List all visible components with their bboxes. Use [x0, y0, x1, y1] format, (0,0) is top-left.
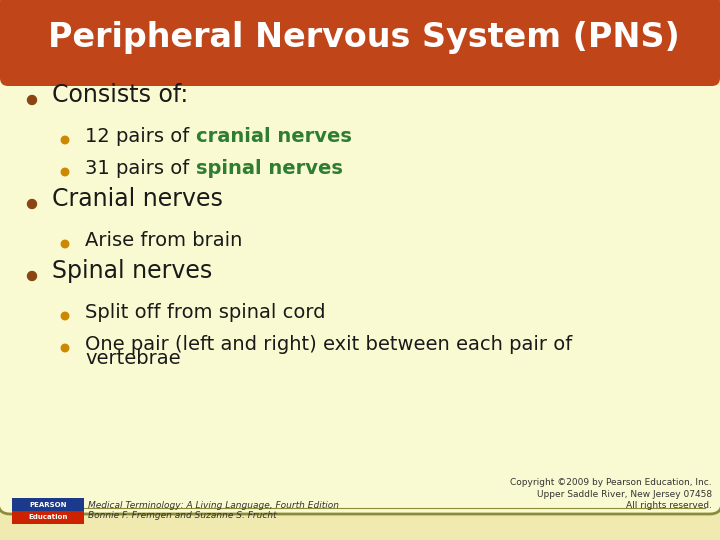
Circle shape	[61, 240, 68, 248]
Text: vertebrae: vertebrae	[85, 349, 181, 368]
Circle shape	[61, 136, 68, 144]
Text: One pair (left and right) exit between each pair of: One pair (left and right) exit between e…	[85, 335, 572, 354]
Circle shape	[27, 199, 37, 208]
Text: Consists of:: Consists of:	[52, 83, 188, 107]
Text: Spinal nerves: Spinal nerves	[52, 259, 212, 283]
Circle shape	[27, 96, 37, 105]
Text: Arise from brain: Arise from brain	[85, 231, 243, 250]
Circle shape	[61, 168, 68, 176]
Text: Copyright ©2009 by Pearson Education, Inc.
Upper Saddle River, New Jersey 07458
: Copyright ©2009 by Pearson Education, In…	[510, 478, 712, 510]
Circle shape	[61, 312, 68, 320]
Text: Medical Terminology: A Living Language, Fourth Edition: Medical Terminology: A Living Language, …	[88, 501, 339, 510]
FancyBboxPatch shape	[12, 498, 84, 511]
Text: Education: Education	[28, 514, 68, 520]
Text: Peripheral Nervous System (PNS): Peripheral Nervous System (PNS)	[48, 22, 680, 55]
Text: Cranial nerves: Cranial nerves	[52, 187, 223, 211]
Text: 12 pairs of: 12 pairs of	[85, 127, 196, 146]
Text: Bonnie F. Fremgen and Suzanne S. Frucht: Bonnie F. Fremgen and Suzanne S. Frucht	[88, 511, 276, 520]
Circle shape	[61, 345, 68, 352]
FancyBboxPatch shape	[12, 511, 84, 524]
FancyBboxPatch shape	[0, 72, 720, 514]
Text: Split off from spinal cord: Split off from spinal cord	[85, 303, 325, 322]
Text: 31 pairs of: 31 pairs of	[85, 159, 196, 178]
Text: spinal nerves: spinal nerves	[196, 159, 343, 178]
Text: PEARSON: PEARSON	[30, 502, 67, 508]
Circle shape	[27, 272, 37, 280]
Text: cranial nerves: cranial nerves	[196, 127, 351, 146]
FancyBboxPatch shape	[0, 0, 720, 86]
